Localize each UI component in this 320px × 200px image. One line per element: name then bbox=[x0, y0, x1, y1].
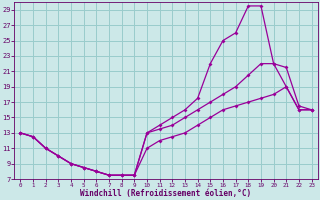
X-axis label: Windchill (Refroidissement éolien,°C): Windchill (Refroidissement éolien,°C) bbox=[80, 189, 252, 198]
